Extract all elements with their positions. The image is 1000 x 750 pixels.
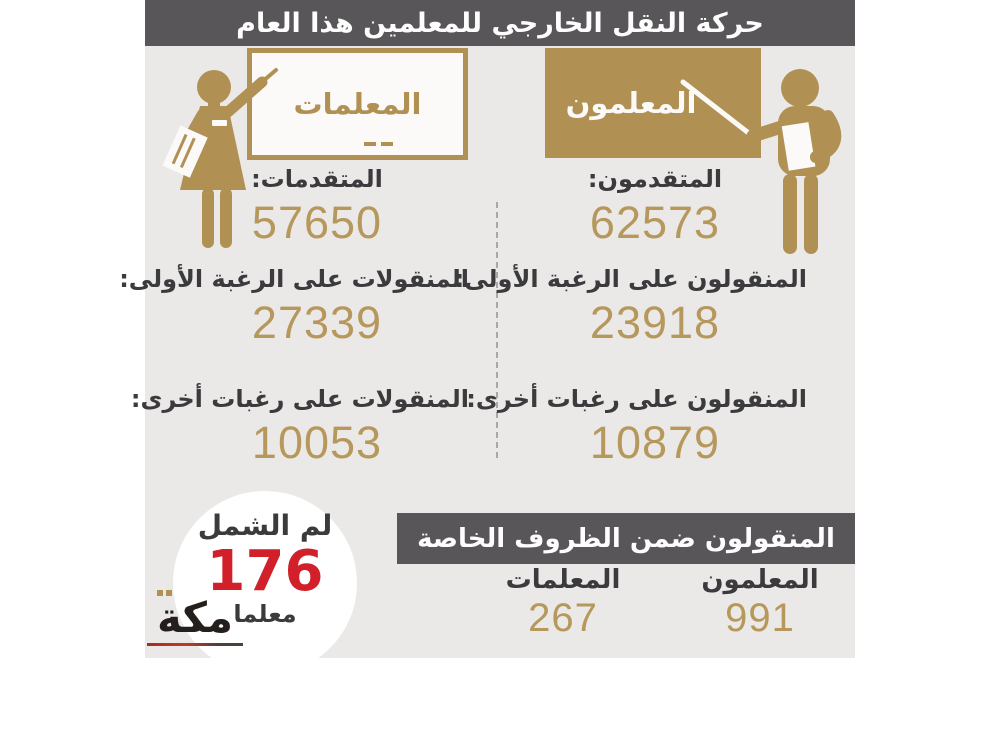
male-teacher-icon bbox=[680, 69, 842, 254]
male-applicants-value: 62573 bbox=[589, 197, 721, 249]
male-teachers-board: المعلمون bbox=[545, 48, 761, 158]
special-female-value: 267 bbox=[528, 596, 598, 640]
logo-dots-decoration bbox=[157, 590, 243, 596]
makkah-newspaper-logo: مكة bbox=[147, 590, 243, 646]
special-circumstances-title: المنقولون ضمن الظروف الخاصة bbox=[417, 523, 835, 554]
header-bar: حركة النقل الخارجي للمعلمين هذا العام bbox=[145, 0, 855, 46]
reunification-unit: معلما bbox=[233, 599, 297, 628]
male-first-choice-stat: المنقولون على الرغبة الأولى: 23918 bbox=[454, 263, 807, 349]
special-male-label: المعلمون bbox=[701, 565, 819, 595]
reunification-count: 176 bbox=[206, 538, 324, 604]
logo-underline bbox=[147, 643, 243, 646]
reunification-title: لم الشمل bbox=[197, 509, 333, 542]
female-applicants-stat: المتقدمات: 57650 bbox=[165, 163, 469, 248]
female-other-choices-stat: المنقولات على رغبات أخرى: 10053 bbox=[130, 383, 469, 469]
male-first-choice-label: المنقولون على الرغبة الأولى: bbox=[454, 265, 807, 293]
board-dashes-decoration bbox=[363, 142, 393, 146]
male-other-choices-label: المنقولون على رغبات أخرى: bbox=[466, 385, 807, 413]
special-male-stat: المعلمون 991 bbox=[672, 565, 848, 639]
female-other-choices-value: 10053 bbox=[251, 417, 383, 469]
logo-wordmark: مكة bbox=[157, 593, 233, 642]
male-applicants-label: المتقدمون: bbox=[587, 165, 723, 193]
male-board-label: المعلمون bbox=[565, 86, 697, 120]
female-first-choice-label: المنقولات على الرغبة الأولى: bbox=[119, 265, 469, 293]
page-title: حركة النقل الخارجي للمعلمين هذا العام bbox=[236, 7, 764, 39]
dashed-divider bbox=[496, 202, 498, 458]
special-female-label: المعلمات bbox=[505, 565, 621, 595]
female-first-choice-value: 27339 bbox=[251, 297, 383, 349]
special-circumstances-bar: المنقولون ضمن الظروف الخاصة bbox=[397, 513, 855, 564]
infographic-panel: حركة النقل الخارجي للمعلمين هذا العام ال… bbox=[119, 0, 855, 675]
female-applicants-value: 57650 bbox=[251, 197, 383, 249]
female-applicants-label: المتقدمات: bbox=[251, 165, 383, 193]
female-teachers-board: المعلمات bbox=[247, 48, 468, 160]
special-female-stat: المعلمات 267 bbox=[475, 565, 651, 639]
female-first-choice-stat: المنقولات على الرغبة الأولى: 27339 bbox=[119, 263, 469, 349]
female-other-choices-label: المنقولات على رغبات أخرى: bbox=[130, 385, 469, 413]
special-male-value: 991 bbox=[725, 596, 795, 640]
male-first-choice-value: 23918 bbox=[589, 297, 721, 349]
female-teacher-icon bbox=[162, 68, 278, 248]
reunification-badge: لم الشمل 176 معلما bbox=[173, 491, 357, 675]
male-other-choices-value: 10879 bbox=[589, 417, 721, 469]
male-applicants-stat: المتقدمون: 62573 bbox=[503, 163, 807, 248]
female-board-label: المعلمات bbox=[293, 87, 422, 121]
male-other-choices-stat: المنقولون على رغبات أخرى: 10879 bbox=[466, 383, 807, 469]
